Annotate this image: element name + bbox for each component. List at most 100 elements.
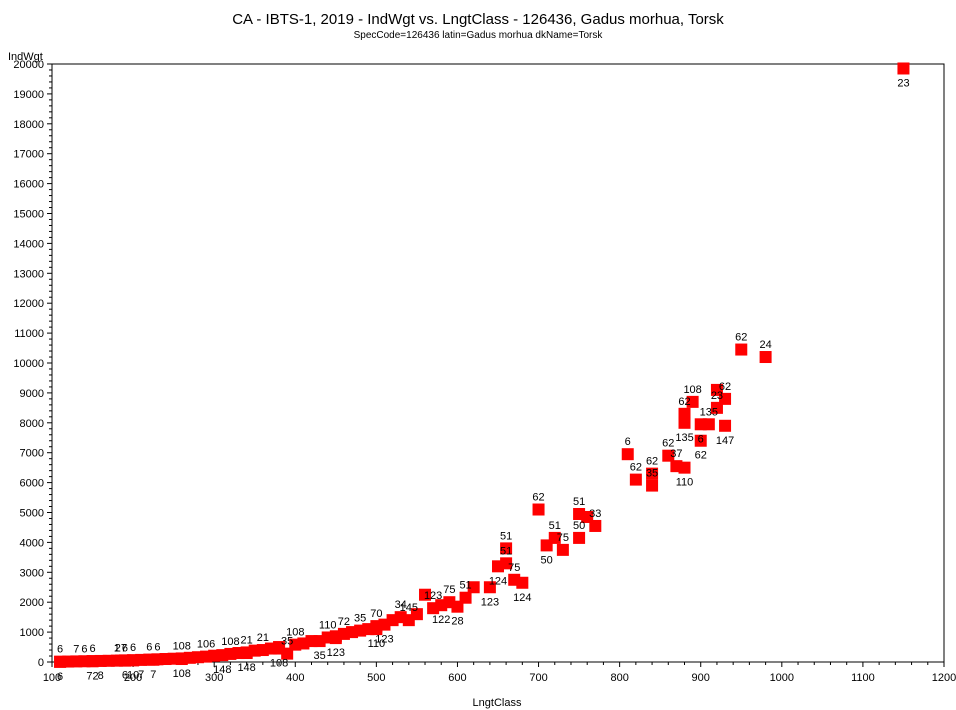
y-tick-label: 13000 <box>13 268 44 280</box>
data-point <box>897 62 910 75</box>
x-tick-label: 900 <box>692 672 710 684</box>
data-point <box>419 588 432 601</box>
y-tick-label: 20000 <box>13 59 44 71</box>
data-label: 62 <box>646 456 658 468</box>
chart-title: CA - IBTS-1, 2019 - IndWgt vs. LngtClass… <box>232 11 724 28</box>
data-point <box>573 531 586 544</box>
data-label: 123 <box>481 596 499 608</box>
data-label: 145 <box>400 602 418 614</box>
y-tick-label: 4000 <box>20 537 44 549</box>
data-label: 6 <box>146 642 152 654</box>
data-point <box>532 503 545 516</box>
data-label: 51 <box>573 496 585 508</box>
data-label: 148 <box>213 664 231 676</box>
data-label: 124 <box>513 592 531 604</box>
data-point <box>548 531 561 544</box>
data-point <box>500 557 513 570</box>
data-label: 108 <box>173 640 191 652</box>
data-label: 6 <box>698 433 704 445</box>
data-label: 6 <box>89 643 95 655</box>
data-point <box>500 542 513 555</box>
data-label: 70 <box>370 608 382 620</box>
data-label: 51 <box>500 545 512 557</box>
y-tick-label: 14000 <box>13 238 44 250</box>
data-label: 122 <box>432 614 450 626</box>
y-tick-label: 11000 <box>14 328 44 340</box>
x-tick-label: 1200 <box>932 672 956 684</box>
data-point <box>621 448 634 461</box>
data-label: 21 <box>240 634 252 646</box>
data-label: 35 <box>313 650 325 662</box>
data-point <box>589 519 602 532</box>
data-label: 35 <box>646 468 658 480</box>
data-label: 27 <box>115 643 127 655</box>
data-label: 108 <box>286 627 304 639</box>
y-tick-label: 3000 <box>20 567 44 579</box>
data-label: 34 <box>395 599 407 611</box>
y-tick-label: 7000 <box>20 448 44 460</box>
data-label: 123 <box>424 590 442 602</box>
data-label: 6 <box>81 643 87 655</box>
data-point <box>516 576 529 589</box>
y-axis: 0 1000 2000 3000 4000 5000 6000 7000 8000 9000 100… <box>13 59 52 669</box>
data-label: 75 <box>557 532 569 544</box>
data-label: 50 <box>541 554 553 566</box>
x-tick-label: 300 <box>205 672 223 684</box>
data-label: 108 <box>221 636 239 648</box>
x-tick-label: 100 <box>43 672 61 684</box>
data-point <box>678 461 691 474</box>
data-label: 6 <box>122 642 128 654</box>
data-label: 135 <box>700 406 718 418</box>
data-label: 72 <box>86 670 98 682</box>
data-point <box>483 581 496 594</box>
x-tick-label: 1000 <box>770 672 794 684</box>
data-label: 51 <box>500 530 512 542</box>
data-point <box>118 654 131 667</box>
data-label: 62 <box>719 381 731 393</box>
data-label: 106 <box>197 639 215 651</box>
data-label: 62 <box>630 462 642 474</box>
data-label: 7 <box>73 643 79 655</box>
x-axis-label: LngtClass <box>473 697 522 709</box>
data-label: 62 <box>532 492 544 504</box>
data-point <box>662 449 675 462</box>
data-label: 110 <box>676 477 694 489</box>
y-tick-label: 5000 <box>20 508 44 520</box>
data-label: 23 <box>897 77 909 89</box>
y-tick-label: 0 <box>38 657 44 669</box>
x-tick-label: 200 <box>124 672 142 684</box>
data-label: 62 <box>695 450 707 462</box>
data-point <box>735 343 748 356</box>
data-label: 37 <box>670 448 682 460</box>
data-label: 123 <box>375 634 393 646</box>
data-label: 148 <box>237 662 255 674</box>
x-tick-label: 600 <box>448 672 466 684</box>
data-point <box>686 395 699 408</box>
data-label: 51 <box>459 580 471 592</box>
data-point <box>459 591 472 604</box>
y-tick-label: 10000 <box>13 358 44 370</box>
data-point <box>702 418 715 431</box>
data-label: 75 <box>508 562 520 574</box>
data-label: 7 <box>150 669 156 681</box>
data-point <box>629 473 642 486</box>
data-label: 108 <box>173 668 191 680</box>
data-label: 10 <box>127 669 139 681</box>
y-tick-label: 2000 <box>20 597 44 609</box>
data-point <box>678 416 691 429</box>
y-tick-label: 12000 <box>13 298 44 310</box>
data-label: 35 <box>354 613 366 625</box>
data-label: 123 <box>327 647 345 659</box>
data-point <box>719 392 732 405</box>
data-label: 110 <box>319 619 337 631</box>
data-point <box>508 573 521 586</box>
data-label: 8 <box>98 670 104 682</box>
data-label: 110 <box>368 638 386 650</box>
data-label: 75 <box>443 584 455 596</box>
y-tick-label: 18000 <box>13 119 44 131</box>
y-tick-label: 8000 <box>20 418 44 430</box>
data-label: 24 <box>759 339 771 351</box>
x-axis: 100 200 300 400 500 600 700 800 900 1000 1100 1200 <box>43 662 956 684</box>
data-point <box>646 479 659 492</box>
